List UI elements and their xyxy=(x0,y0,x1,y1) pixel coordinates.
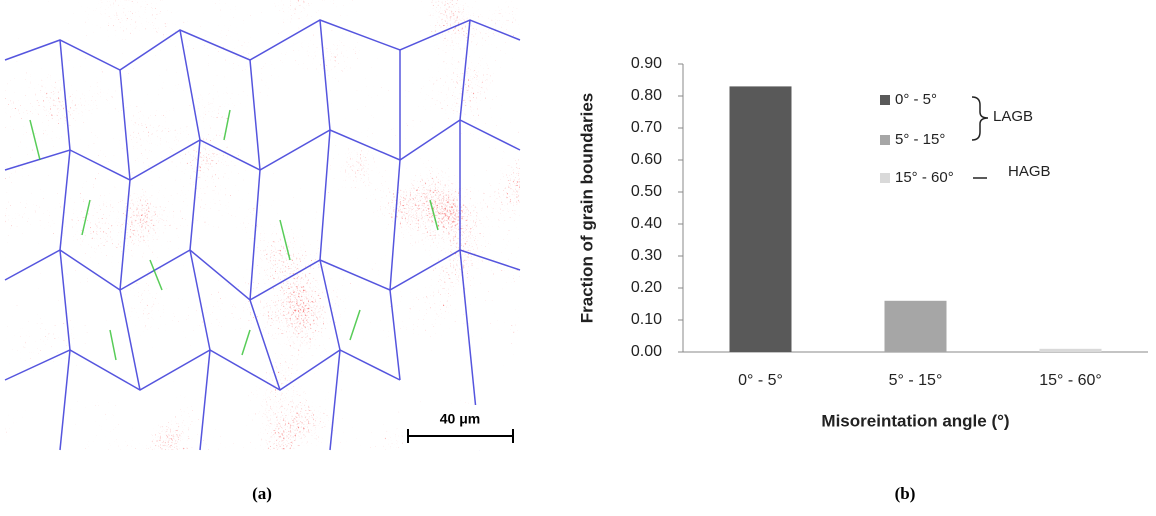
x-axis-title: Misoreintation angle (°) xyxy=(821,411,1009,430)
y-tick-label: 0.90 xyxy=(631,55,662,72)
legend-label: 5° - 15° xyxy=(895,131,945,148)
legend-swatch xyxy=(880,173,890,183)
chart: 0.00 0.10 0.20 0.30 0.40 0.50 0.60 0.70 0.80 0.90… xyxy=(577,55,1148,430)
y-tick-label: 0.20 xyxy=(631,279,662,296)
x-tick-label: 5° - 15° xyxy=(889,372,943,389)
y-tick-label: 0.70 xyxy=(631,119,662,136)
panel-label: (b) xyxy=(895,484,916,503)
x-tick-label: 15° - 60° xyxy=(1039,372,1102,389)
y-axis-title: Fraction of grain boundaries xyxy=(577,93,596,323)
micrograph: 40 μm xyxy=(4,0,521,451)
y-tick-label: 0.40 xyxy=(631,215,662,232)
y-tick-label: 0.50 xyxy=(631,183,662,200)
annotation: LAGB xyxy=(993,108,1033,125)
legend-label: 15° - 60° xyxy=(895,169,954,186)
panel-label: (a) xyxy=(252,484,272,503)
legend-swatch xyxy=(880,135,890,145)
bar xyxy=(884,300,947,352)
scale-bar-label: 40 μm xyxy=(440,411,480,427)
y-tick-label: 0.00 xyxy=(631,343,662,360)
y-tick-label: 0.80 xyxy=(631,87,662,104)
y-tick-label: 0.60 xyxy=(631,151,662,168)
y-tick-label: 0.10 xyxy=(631,311,662,328)
x-tick-label: 0° - 5° xyxy=(738,372,783,389)
legend-swatch xyxy=(880,95,890,105)
bar xyxy=(729,86,792,353)
legend-label: 0° - 5° xyxy=(895,91,937,108)
brace xyxy=(971,96,989,141)
y-tick-label: 0.30 xyxy=(631,247,662,264)
bar xyxy=(1039,348,1102,352)
annotation: HAGB xyxy=(1008,163,1051,180)
